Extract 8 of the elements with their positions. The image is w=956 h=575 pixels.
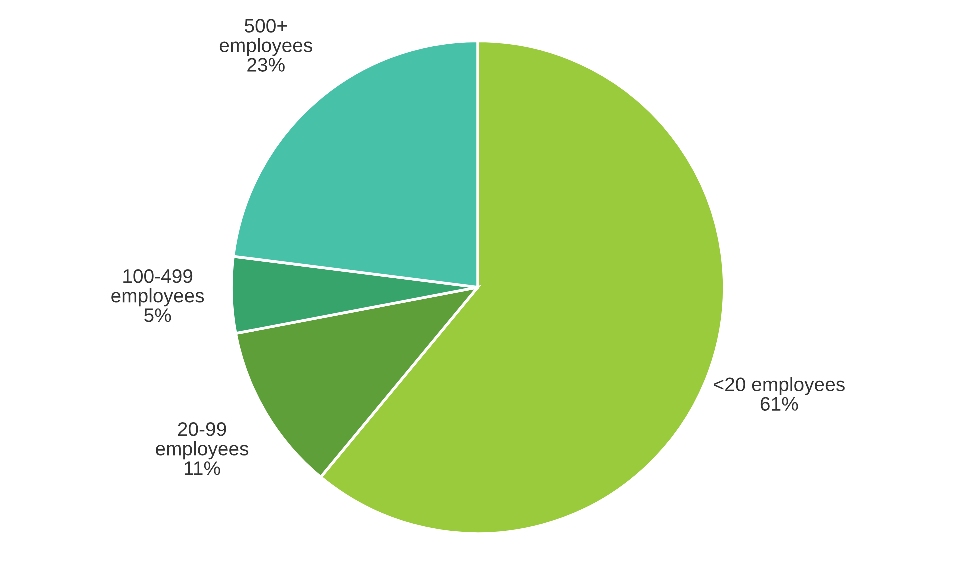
data-label: 11% (184, 462, 220, 476)
data-label: 5% (144, 308, 172, 322)
data-label: 61% (760, 397, 798, 412)
slice-label: 500+ employees (220, 19, 312, 56)
data-label: 23% (248, 58, 285, 72)
slice-label: 20-99 employees (156, 422, 249, 460)
slice-label: <20 employees (714, 377, 845, 396)
slice-label: 100-499 employees (112, 269, 204, 307)
